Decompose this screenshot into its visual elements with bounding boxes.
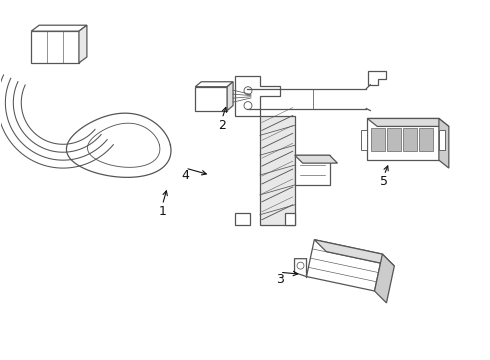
Polygon shape [196, 87, 227, 111]
Polygon shape [227, 82, 233, 111]
Text: 2: 2 [218, 119, 226, 132]
Polygon shape [196, 82, 233, 87]
Polygon shape [374, 254, 394, 303]
Polygon shape [31, 31, 79, 63]
Polygon shape [439, 130, 445, 150]
Text: 5: 5 [380, 175, 388, 189]
Polygon shape [387, 128, 401, 151]
Polygon shape [368, 71, 386, 85]
Polygon shape [419, 128, 433, 151]
Polygon shape [306, 240, 382, 291]
Text: 4: 4 [181, 168, 189, 181]
Polygon shape [294, 155, 329, 185]
Polygon shape [361, 130, 368, 150]
Polygon shape [235, 76, 280, 116]
Text: 3: 3 [276, 273, 284, 286]
Polygon shape [260, 116, 294, 225]
Polygon shape [79, 25, 87, 63]
Polygon shape [368, 118, 439, 160]
Polygon shape [371, 128, 385, 151]
Polygon shape [403, 128, 417, 151]
Polygon shape [439, 118, 449, 168]
Polygon shape [314, 240, 394, 266]
Polygon shape [235, 213, 250, 225]
Polygon shape [368, 118, 449, 126]
Text: 1: 1 [159, 205, 167, 218]
Polygon shape [294, 155, 338, 163]
Polygon shape [31, 25, 87, 31]
Polygon shape [285, 213, 294, 225]
